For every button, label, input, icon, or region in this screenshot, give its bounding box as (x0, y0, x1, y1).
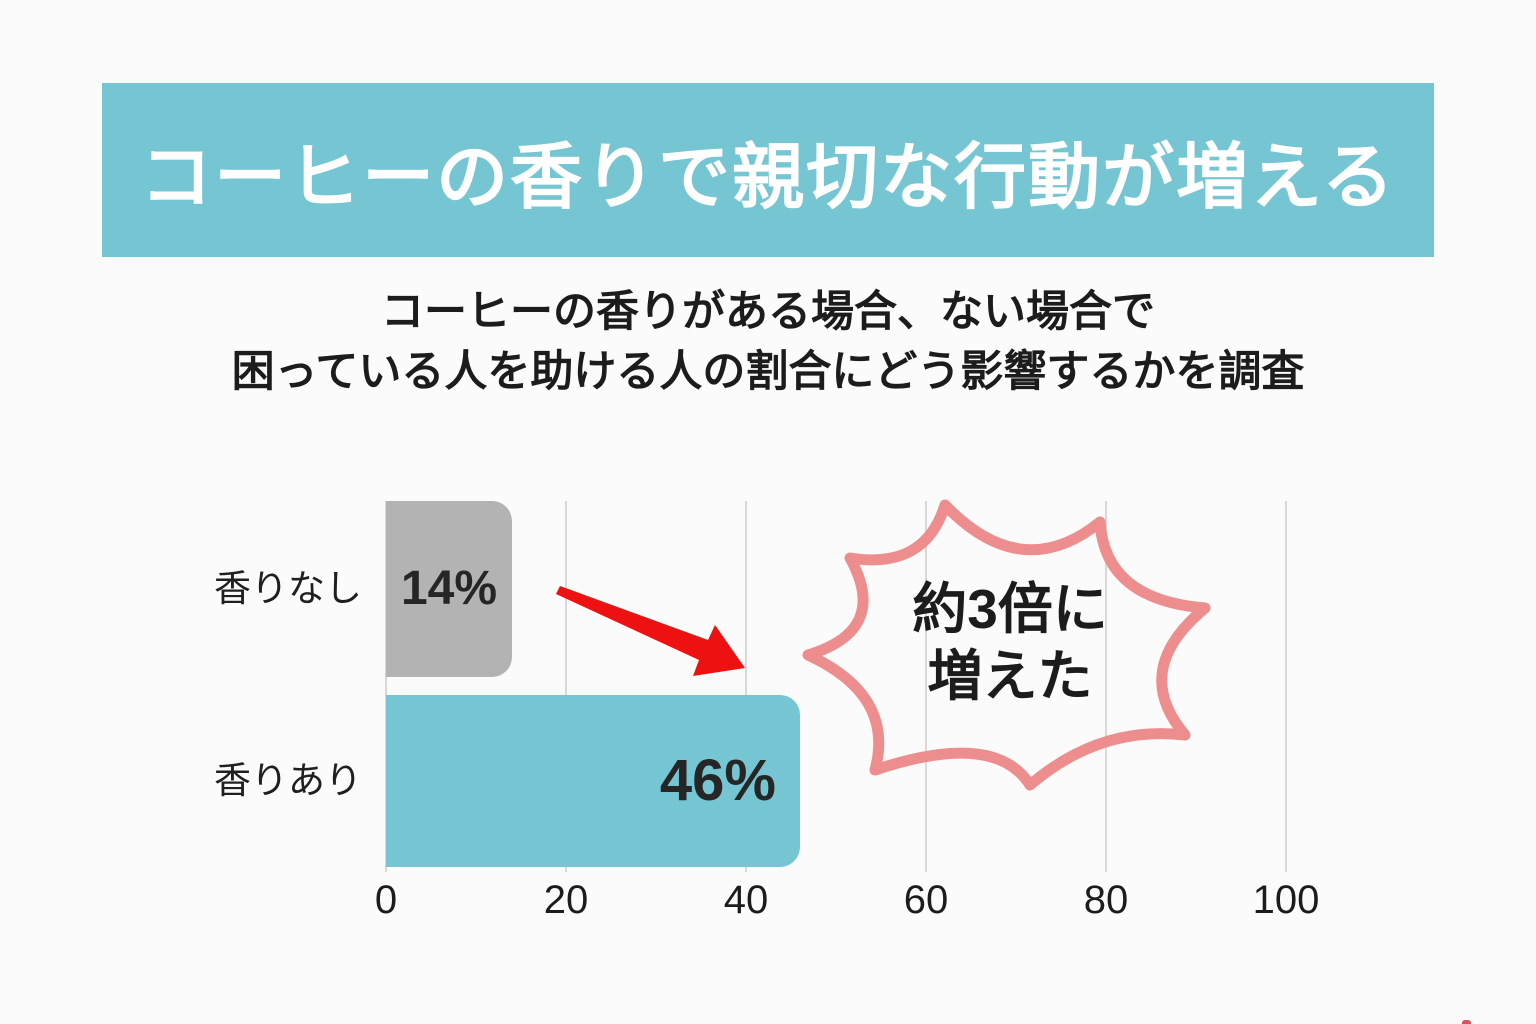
category-label: 香りなし (214, 568, 362, 609)
burst-annotation-line-2: 増えた (927, 645, 1093, 707)
red-arrow-icon (556, 586, 745, 676)
x-tick-label: 20 (543, 878, 589, 922)
subtitle-line-1: コーヒーの香りがある場合、ない場合で (381, 288, 1155, 336)
burst-annotation-line-1: 約3倍に (912, 578, 1108, 640)
gridline-100 (1285, 501, 1287, 872)
x-tick-label: 100 (1252, 878, 1320, 922)
x-tick-label: 0 (374, 878, 398, 922)
cutoff-decoration (1462, 1020, 1471, 1024)
gridline-40 (745, 501, 747, 872)
title-banner: コーヒーの香りで親切な行動が増える (102, 83, 1434, 257)
gridline-60 (925, 501, 927, 872)
bar-2 (386, 695, 800, 867)
bar-1 (386, 501, 512, 677)
gridline-80 (1105, 501, 1107, 872)
gridline-20 (565, 501, 567, 872)
value-label: 14% (400, 562, 498, 615)
page-title: コーヒーの香りで親切な行動が増える (140, 137, 1396, 218)
x-tick-label: 80 (1083, 878, 1129, 922)
subtitle-line-2: 困っている人を助ける人の割合にどう影響するかを調査 (231, 348, 1305, 396)
x-tick-label: 40 (723, 878, 769, 922)
category-label: 香りあり (214, 760, 362, 801)
burst-bubble-icon (802, 499, 1211, 791)
subtitle: コーヒーの香りがある場合、ない場合で 困っている人を助ける人の割合にどう影響する… (0, 282, 1536, 402)
gridline-0 (385, 501, 387, 872)
red-arrow-shape (556, 586, 745, 676)
x-tick-label: 60 (903, 878, 949, 922)
burst-bubble-outline (802, 499, 1211, 791)
burst-annotation: 約3倍に 増えた (855, 576, 1165, 710)
value-label: 46% (659, 748, 776, 813)
